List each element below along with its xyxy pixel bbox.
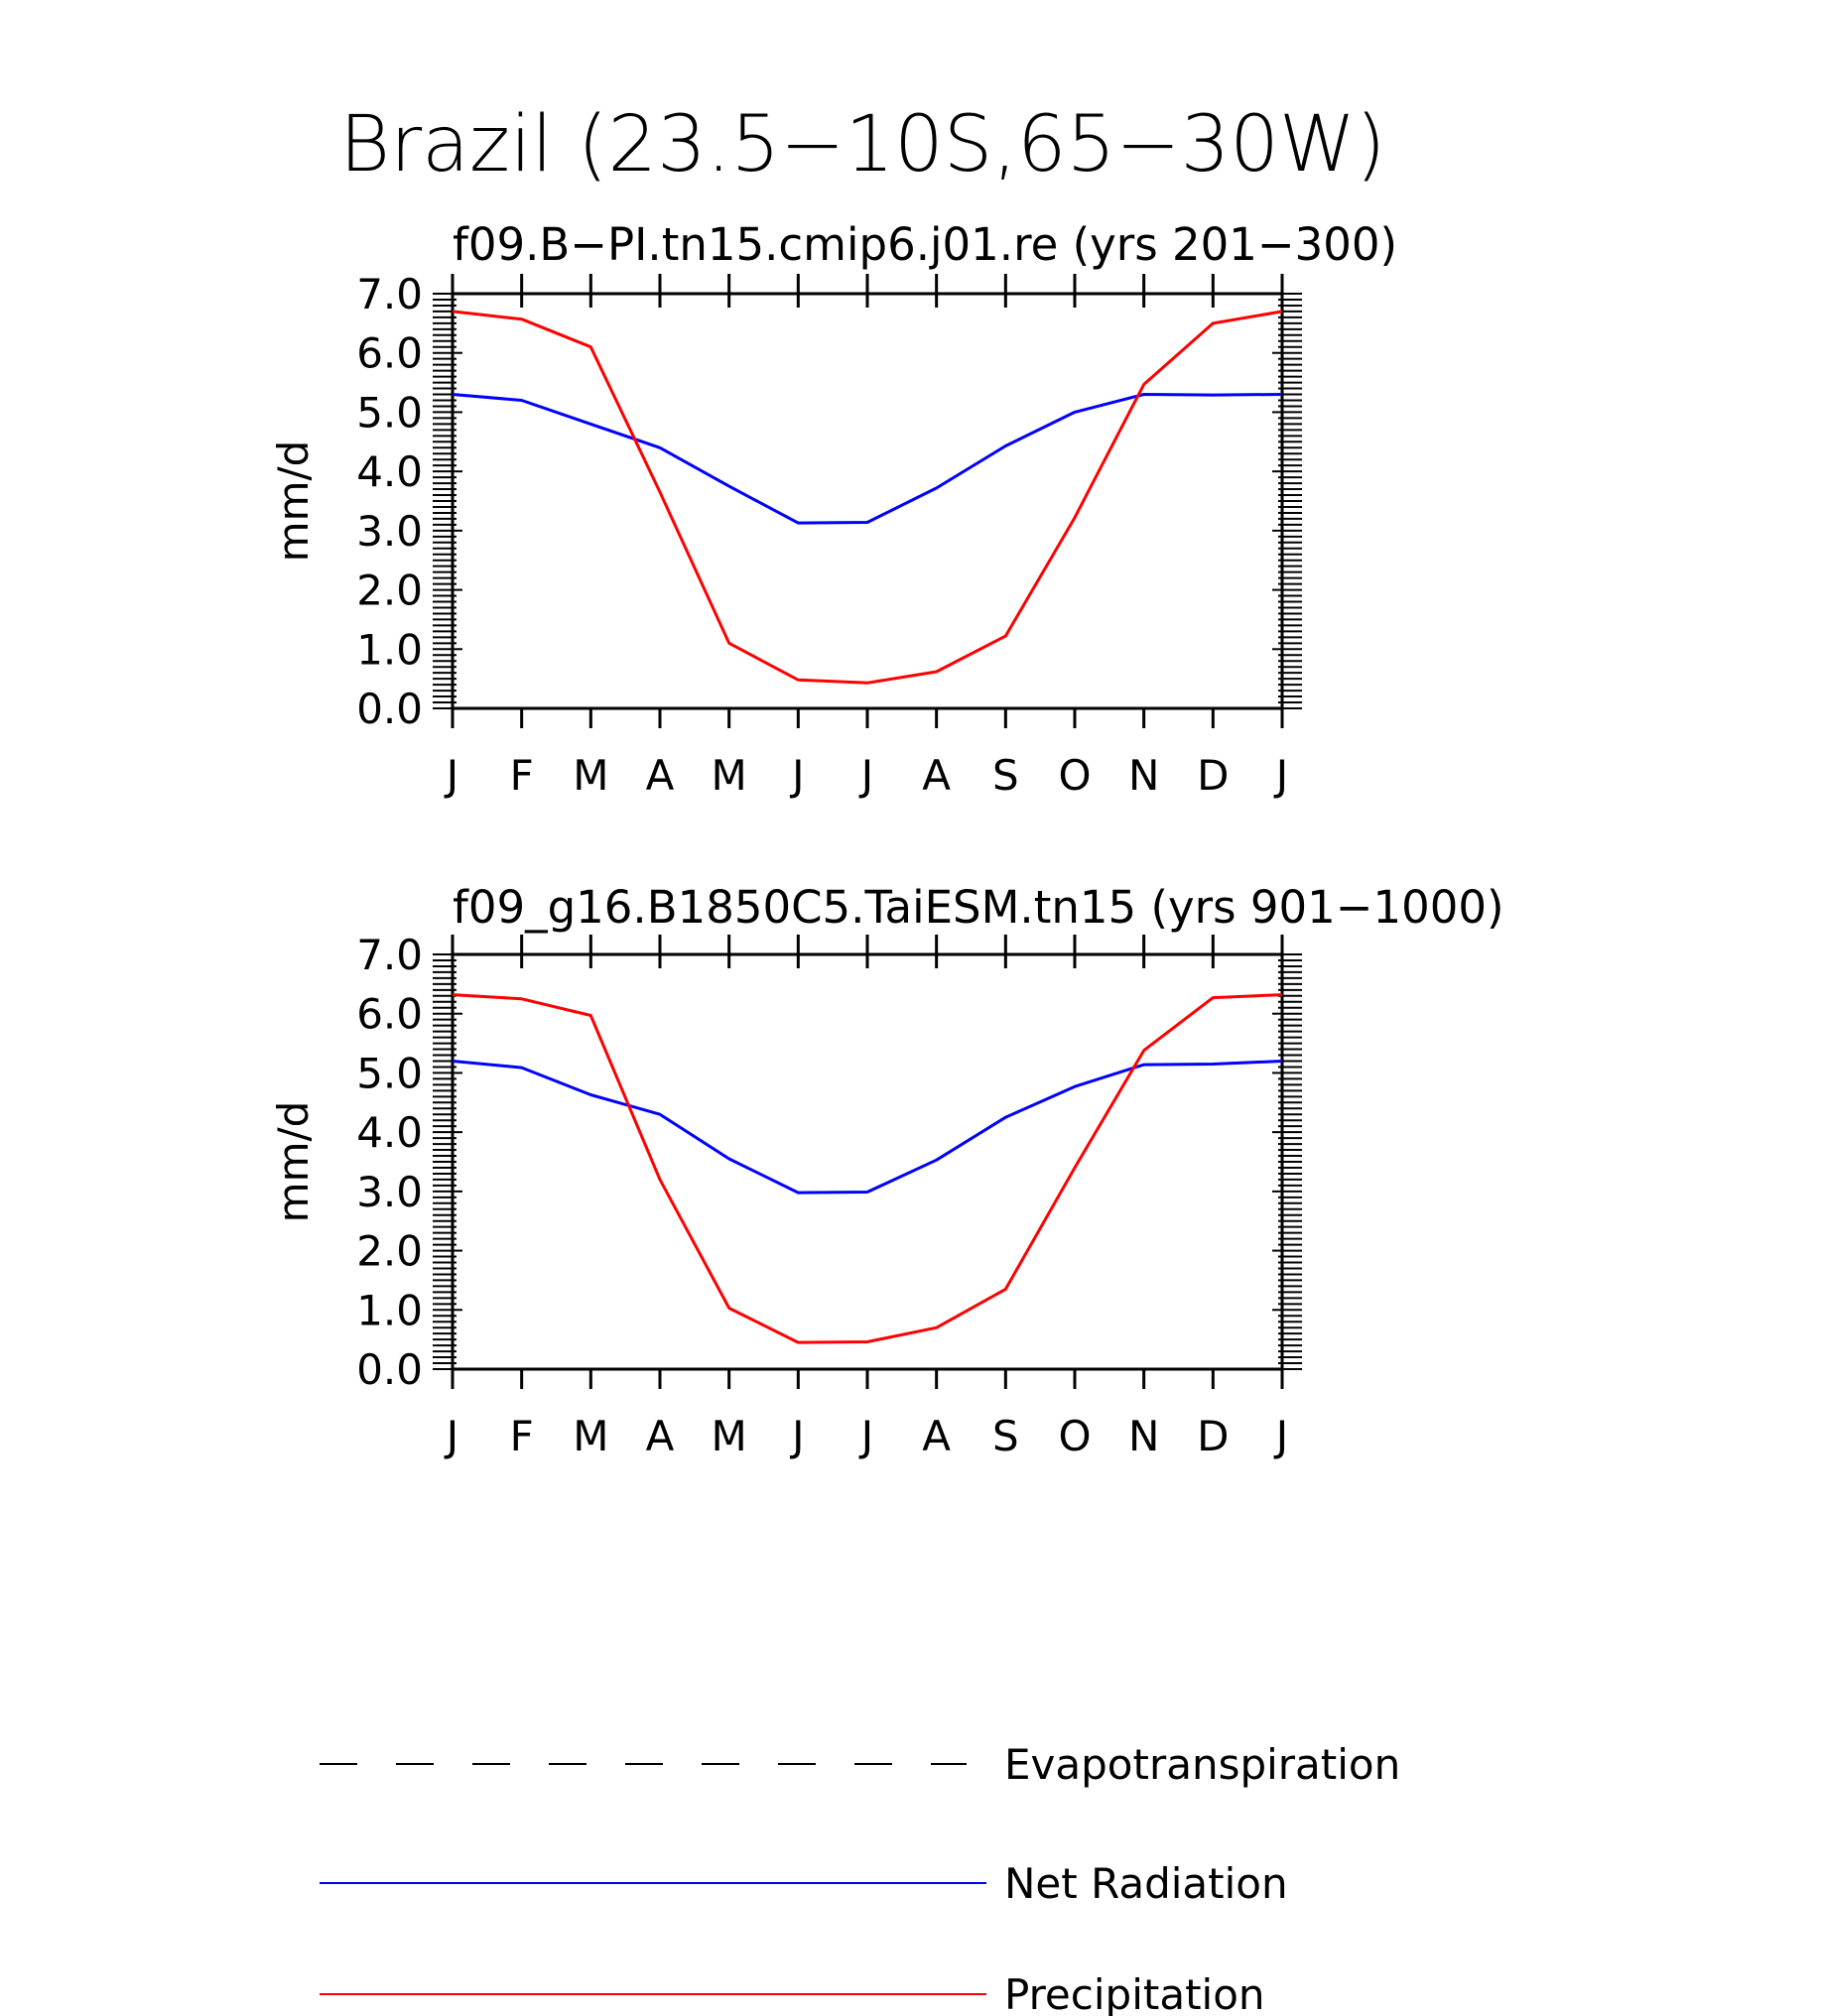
- y-tick-label: 7.0: [356, 931, 423, 979]
- legend-label-evapotranspiration: Evapotranspiration: [1004, 1740, 1400, 1789]
- y-tick-label: 5.0: [356, 1049, 423, 1097]
- y-tick-label: 6.0: [356, 329, 423, 378]
- chart-title: f09_g16.B1850C5.TaiESM.tn15 (yrs 901−100…: [453, 881, 1504, 934]
- x-tick-label: M: [712, 751, 747, 800]
- x-tick-label: D: [1197, 1412, 1229, 1460]
- x-tick-label: A: [922, 1412, 951, 1460]
- y-tick-label: 4.0: [356, 1108, 423, 1157]
- x-tick-label: O: [1058, 751, 1091, 800]
- y-tick-label: 0.0: [356, 685, 423, 733]
- x-tick-label: O: [1058, 1412, 1091, 1460]
- x-tick-label: J: [444, 1412, 458, 1460]
- x-tick-label: A: [646, 1412, 675, 1460]
- y-tick-label: 1.0: [356, 1286, 423, 1334]
- legend-label-precipitation: Precipitation: [1004, 1970, 1265, 2016]
- x-tick-label: M: [573, 751, 608, 800]
- y-tick-label: 2.0: [356, 1227, 423, 1276]
- x-tick-label: D: [1197, 751, 1229, 800]
- x-tick-label: A: [922, 751, 951, 800]
- chart-panel-2: f09_g16.B1850C5.TaiESM.tn15 (yrs 901−100…: [269, 881, 1504, 1460]
- x-tick-label: J: [858, 751, 873, 800]
- x-tick-label: N: [1128, 1412, 1159, 1460]
- x-tick-label: F: [510, 751, 534, 800]
- x-tick-label: M: [712, 1412, 747, 1460]
- x-tick-label: S: [992, 1412, 1019, 1460]
- plot-frame: [451, 292, 1284, 710]
- series-line-precipitation: [452, 310, 1283, 685]
- series-line-net-radiation: [452, 1060, 1283, 1195]
- legend-label-net-radiation: Net Radiation: [1004, 1859, 1288, 1908]
- y-tick-label: 5.0: [356, 388, 423, 437]
- y-axis-label: mm/d: [269, 441, 318, 563]
- x-tick-label: J: [858, 1412, 873, 1460]
- x-tick-label: J: [789, 751, 804, 800]
- y-tick-label: 0.0: [356, 1345, 423, 1394]
- y-axis-label: mm/d: [269, 1101, 318, 1223]
- x-tick-label: N: [1128, 751, 1159, 800]
- y-tick-label: 4.0: [356, 447, 423, 496]
- y-tick-label: 1.0: [356, 625, 423, 674]
- x-tick-label: J: [789, 1412, 804, 1460]
- x-tick-label: J: [444, 751, 458, 800]
- y-tick-label: 7.0: [356, 270, 423, 318]
- series-line-net-radiation: [452, 393, 1283, 525]
- figure-title: Brazil (23.5−10S,65−30W): [339, 100, 1385, 189]
- series-line-precipitation: [452, 993, 1283, 1344]
- x-tick-label: J: [1273, 1412, 1288, 1460]
- x-tick-label: S: [992, 751, 1019, 800]
- x-tick-label: J: [1273, 751, 1288, 800]
- y-tick-label: 3.0: [356, 1168, 423, 1216]
- legend: Evapotranspiration Net Radiation Precipita…: [320, 1740, 1400, 2016]
- y-tick-label: 2.0: [356, 567, 423, 615]
- x-tick-label: M: [573, 1412, 608, 1460]
- chart-panel-1: f09.B−PI.tn15.cmip6.j01.re (yrs 201−300)…: [269, 218, 1397, 800]
- plot-frame: [451, 952, 1284, 1371]
- y-tick-label: 3.0: [356, 507, 423, 556]
- x-tick-label: F: [510, 1412, 534, 1460]
- x-tick-label: A: [646, 751, 675, 800]
- chart-title: f09.B−PI.tn15.cmip6.j01.re (yrs 201−300): [453, 218, 1397, 271]
- y-tick-label: 6.0: [356, 990, 423, 1039]
